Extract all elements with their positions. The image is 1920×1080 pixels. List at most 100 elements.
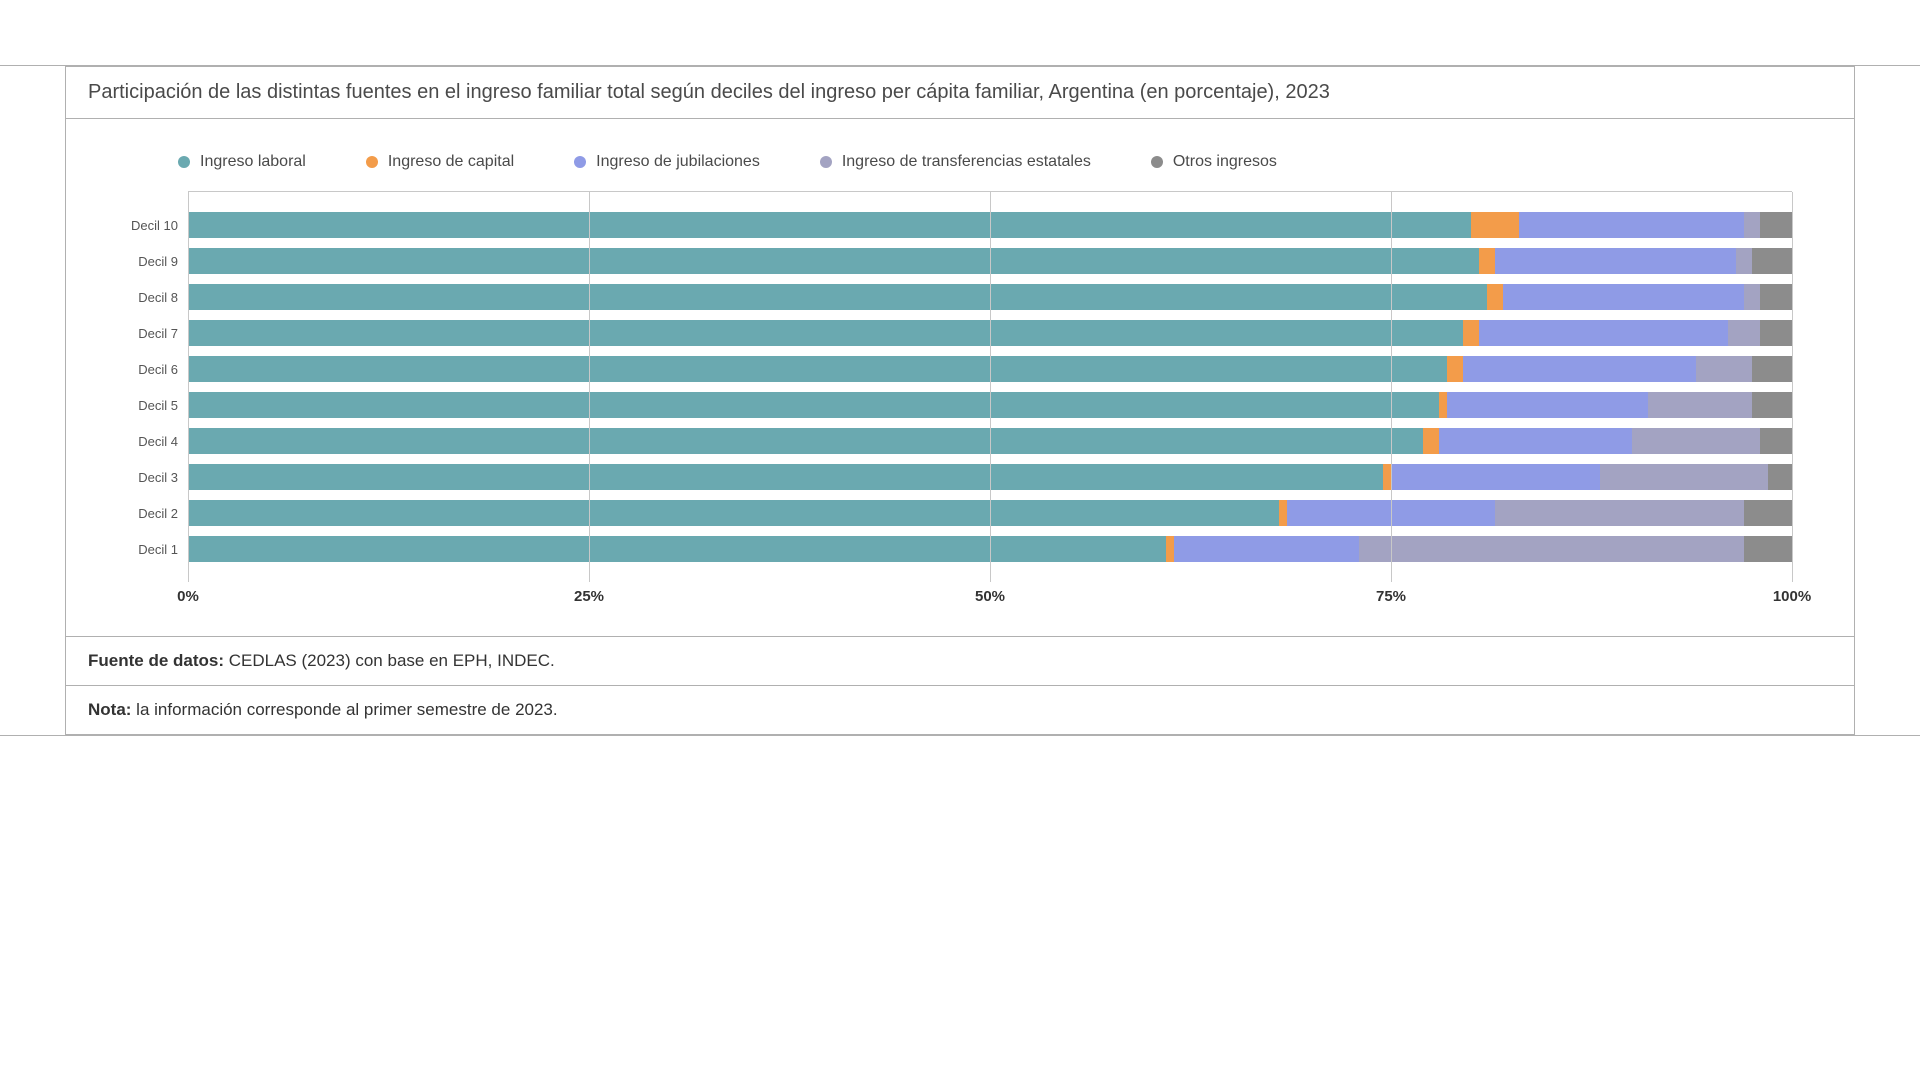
bar-segment-capital [1479,248,1495,274]
legend-swatch-icon [366,156,378,168]
x-tick-label: 100% [1773,588,1811,605]
gridline [188,192,189,582]
bar-segment-capital [1166,536,1174,562]
legend: Ingreso laboral Ingreso de capital Ingreso… [88,133,1832,191]
bar-segment-otros [1760,284,1792,310]
note-label: Nota: [88,700,131,719]
bar-segment-otros [1760,320,1792,346]
row-label: Decil 7 [108,326,178,341]
row-label: Decil 1 [108,542,178,557]
bar-segment-otros [1768,464,1792,490]
x-tick-label: 75% [1376,588,1406,605]
note-section: Nota: la información corresponde al prim… [66,686,1854,734]
bar-segment-transferencias [1736,248,1752,274]
row-label: Decil 10 [108,218,178,233]
legend-label: Ingreso de capital [388,153,514,171]
bar-segment-jubilaciones [1519,212,1744,238]
bar-segment-jubilaciones [1495,248,1736,274]
bar-segment-transferencias [1359,536,1744,562]
bar-segment-laboral [188,320,1463,346]
bar-segment-capital [1279,500,1287,526]
note-line: Nota: la información corresponde al prim… [88,700,1832,720]
bar-segment-capital [1471,212,1519,238]
bar-segment-capital [1423,428,1439,454]
chart-card: Participación de las distintas fuentes e… [65,66,1855,735]
bar-segment-otros [1744,500,1792,526]
bar-segment-otros [1760,212,1792,238]
bar-segment-transferencias [1744,284,1760,310]
bar-segment-transferencias [1696,356,1752,382]
bar-segment-laboral [188,212,1471,238]
bar-segment-jubilaciones [1447,392,1648,418]
legend-label: Ingreso de transferencias estatales [842,153,1091,171]
legend-item-capital: Ingreso de capital [366,153,514,171]
legend-item-transferencias: Ingreso de transferencias estatales [820,153,1091,171]
legend-swatch-icon [1151,156,1163,168]
row-label: Decil 6 [108,362,178,377]
bar-segment-laboral [188,428,1423,454]
gridline [1792,192,1793,582]
x-tick-label: 0% [177,588,199,605]
bar-segment-jubilaciones [1479,320,1728,346]
bar-segment-capital [1447,356,1463,382]
source-text: CEDLAS (2023) con base en EPH, INDEC. [224,651,555,670]
legend-swatch-icon [178,156,190,168]
bar-segment-transferencias [1728,320,1760,346]
bar-segment-transferencias [1600,464,1768,490]
legend-swatch-icon [820,156,832,168]
legend-item-laboral: Ingreso laboral [178,153,306,171]
bar-segment-laboral [188,464,1383,490]
row-label: Decil 2 [108,506,178,521]
bar-segment-laboral [188,500,1279,526]
bar-segment-capital [1463,320,1479,346]
bar-segment-laboral [188,248,1479,274]
legend-label: Otros ingresos [1173,153,1277,171]
gridline [990,192,991,582]
bar-segment-jubilaciones [1391,464,1600,490]
x-axis: 0%25%50%75%100% [188,582,1792,612]
bar-segment-otros [1752,392,1792,418]
row-label: Decil 9 [108,254,178,269]
bar-segment-capital [1439,392,1447,418]
bar-segment-capital [1383,464,1391,490]
row-label: Decil 4 [108,434,178,449]
bar-segment-otros [1752,356,1792,382]
legend-item-jubilaciones: Ingreso de jubilaciones [574,153,760,171]
plot-area: Decil 10Decil 9Decil 8Decil 7Decil 6Deci… [188,191,1792,582]
chart-section: Ingreso laboral Ingreso de capital Ingreso… [66,119,1854,637]
bar-segment-transferencias [1495,500,1744,526]
page-outer: Participación de las distintas fuentes e… [0,65,1920,736]
legend-label: Ingreso de jubilaciones [596,153,760,171]
bar-segment-laboral [188,536,1166,562]
bar-segment-capital [1487,284,1503,310]
source-section: Fuente de datos: CEDLAS (2023) con base … [66,637,1854,686]
bar-segment-jubilaciones [1174,536,1358,562]
legend-swatch-icon [574,156,586,168]
legend-label: Ingreso laboral [200,153,306,171]
legend-item-otros: Otros ingresos [1151,153,1277,171]
bar-segment-otros [1752,248,1792,274]
bar-segment-laboral [188,356,1447,382]
bar-segment-jubilaciones [1463,356,1696,382]
bar-segment-otros [1744,536,1792,562]
row-label: Decil 8 [108,290,178,305]
chart-body: Decil 10 Decil 9 Decil 8 Decil 7 Decil 6 Deci… [88,191,1832,622]
bar-segment-jubilaciones [1503,284,1744,310]
source-line: Fuente de datos: CEDLAS (2023) con base … [88,651,1832,671]
row-label: Decil 3 [108,470,178,485]
gridline [589,192,590,582]
note-text: la información corresponde al primer sem… [131,700,557,719]
title-section: Participación de las distintas fuentes e… [66,67,1854,119]
x-tick-label: 25% [574,588,604,605]
x-tick-label: 50% [975,588,1005,605]
source-label: Fuente de datos: [88,651,224,670]
gridline [1391,192,1392,582]
row-label: Decil 5 [108,398,178,413]
bar-segment-laboral [188,392,1439,418]
bar-segment-jubilaciones [1439,428,1631,454]
bar-segment-transferencias [1632,428,1760,454]
bar-segment-transferencias [1744,212,1760,238]
chart-title: Participación de las distintas fuentes e… [88,81,1832,104]
bar-segment-laboral [188,284,1487,310]
bar-segment-otros [1760,428,1792,454]
